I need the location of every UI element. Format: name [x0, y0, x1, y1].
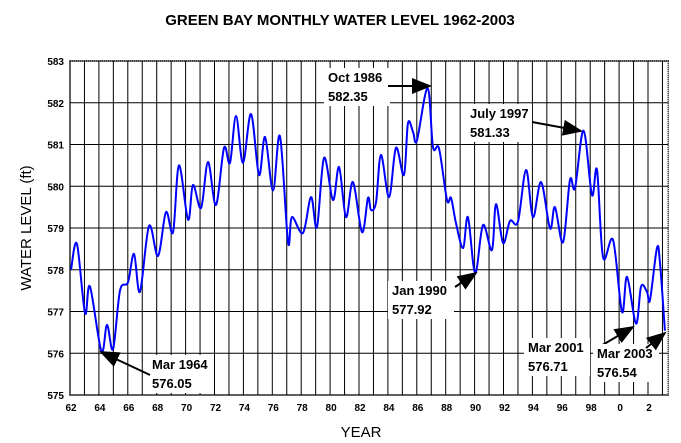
- annotation-date: Mar 2001: [528, 340, 584, 355]
- annotation-arrow: [645, 331, 667, 351]
- annotation-date: Jan 1990: [392, 283, 447, 298]
- y-tick-label: 582: [47, 99, 64, 110]
- annotation-background: [524, 338, 590, 376]
- x-tick-label: 78: [297, 403, 309, 414]
- annotation-arrow: [99, 351, 151, 376]
- annotation: Mar 2001 576.71: [524, 325, 635, 376]
- y-tick-label: 583: [47, 57, 64, 68]
- annotation-date: Mar 1964: [152, 357, 208, 372]
- x-tick-label: 94: [528, 403, 540, 414]
- water-level-line: [70, 87, 666, 353]
- x-tick-label: 88: [441, 403, 453, 414]
- annotation-arrow: [454, 271, 478, 290]
- annotation-date: Oct 1986: [328, 70, 382, 85]
- y-tick-label: 581: [47, 141, 64, 152]
- y-tick-label: 579: [47, 224, 64, 235]
- annotation-date: July 1997: [470, 106, 529, 121]
- annotation: July 1997 581.33: [466, 104, 583, 142]
- annotation-background: [466, 104, 532, 142]
- x-tick-label: 92: [499, 403, 511, 414]
- y-tick-label: 578: [47, 266, 64, 277]
- annotations: Oct 1986 582.35 July 1997 581.33 Jan 1990 577…: [99, 68, 667, 393]
- y-tick-label: 577: [47, 308, 64, 319]
- x-axis-label: YEAR: [341, 424, 382, 441]
- annotation: Jan 1990 577.92: [388, 271, 478, 319]
- annotation-value: 577.92: [392, 302, 432, 317]
- annotation-value: 576.05: [152, 376, 192, 391]
- x-tick-label: 80: [326, 403, 338, 414]
- y-tick-label: 580: [47, 182, 64, 193]
- x-tick-label: 72: [210, 403, 222, 414]
- annotation-value: 576.54: [597, 365, 638, 380]
- annotation: Mar 1964 576.05: [99, 351, 214, 393]
- y-axis-ticks: 575 576 577 578 579 580 581 582 583: [47, 57, 64, 402]
- y-axis-label: WATER LEVEL (ft): [18, 165, 35, 290]
- annotation-value: 582.35: [328, 89, 368, 104]
- annotation-background: [324, 68, 390, 106]
- x-tick-label: 76: [268, 403, 280, 414]
- annotation: Oct 1986 582.35: [324, 68, 432, 106]
- chart-title: GREEN BAY MONTHLY WATER LEVEL 1962-2003: [165, 12, 515, 29]
- x-tick-label: 0: [617, 403, 623, 414]
- y-tick-label: 575: [47, 391, 64, 402]
- annotation-background: [148, 355, 214, 393]
- x-axis-ticks: 62 64 66 68 70 72 74 76 78 80 82 84 86 88 90 92 94 96 98 0 2: [65, 403, 652, 414]
- x-tick-label: 62: [65, 403, 77, 414]
- x-tick-label: 64: [94, 403, 106, 414]
- annotation-value: 576.71: [528, 359, 568, 374]
- annotation-arrow: [531, 119, 583, 136]
- x-tick-label: 86: [412, 403, 424, 414]
- x-tick-label: 98: [586, 403, 598, 414]
- y-tick-label: 576: [47, 349, 64, 360]
- x-tick-label: 70: [181, 403, 193, 414]
- annotation-background: [388, 281, 454, 319]
- x-tick-label: 66: [123, 403, 135, 414]
- x-tick-label: 84: [383, 403, 395, 414]
- x-tick-label: 2: [646, 403, 652, 414]
- x-tick-label: 90: [470, 403, 482, 414]
- x-tick-label: 96: [557, 403, 569, 414]
- x-tick-label: 82: [354, 403, 366, 414]
- annotation-date: Mar 2003: [597, 346, 653, 361]
- annotation: Mar 2003 576.54: [593, 331, 667, 382]
- annotation-value: 581.33: [470, 125, 510, 140]
- x-tick-label: 74: [239, 403, 251, 414]
- x-tick-label: 68: [152, 403, 164, 414]
